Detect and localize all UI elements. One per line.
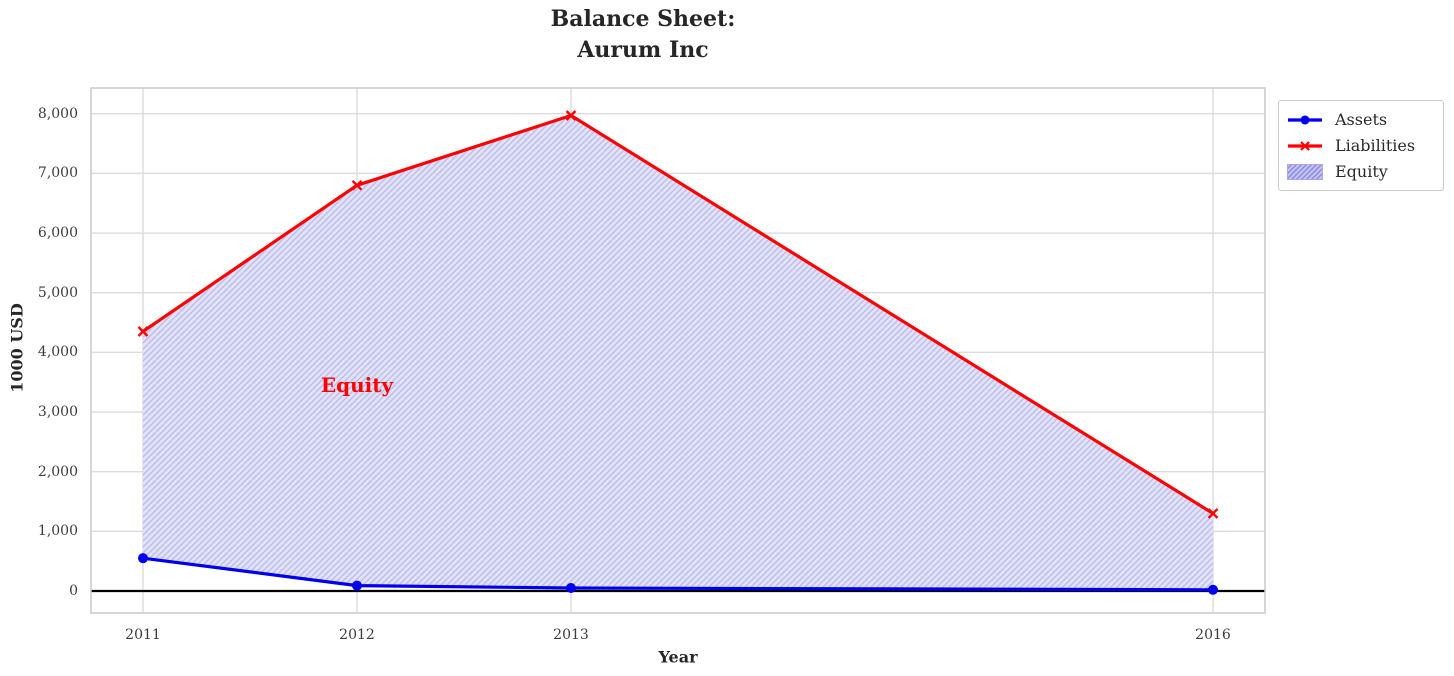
legend-item-assets: Assets [1287, 107, 1435, 133]
liabilities-line-icon [1287, 138, 1323, 154]
y-tick-label: 5,000 [37, 284, 78, 301]
assets-line-icon [1287, 112, 1323, 128]
legend-label-assets: Assets [1335, 110, 1388, 129]
y-tick-label: 0 [69, 583, 78, 599]
x-tick-label: 2012 [339, 627, 375, 643]
liabilities-line [142, 113, 1214, 515]
y-tick-label: 4,000 [37, 344, 78, 361]
legend-item-equity: Equity [1287, 159, 1435, 185]
chart-title: Balance Sheet: Aurum Inc [551, 4, 736, 66]
assets-circle-marker [138, 553, 148, 564]
legend-label-liabilities: Liabilities [1335, 136, 1416, 155]
y-tick-label: 6,000 [37, 225, 78, 242]
chart-title-line1: Balance Sheet: [550, 6, 736, 32]
assets-circle-marker [566, 583, 576, 594]
equity-annotation: Equity [320, 373, 394, 398]
equity-area [143, 115, 1213, 590]
liabilities-x-marker [1207, 508, 1219, 519]
legend: Assets Liabilities Equity [1278, 100, 1444, 191]
assets-circle-marker [1208, 584, 1218, 595]
y-tick-label: 2,000 [37, 463, 78, 480]
x-tick-label: 2013 [553, 627, 589, 643]
assets-line [142, 556, 1214, 592]
chart-title-line2: Aurum Inc [577, 37, 709, 63]
equity-patch-icon [1287, 164, 1323, 180]
liabilities-x-marker [565, 110, 577, 121]
legend-label-equity: Equity [1335, 162, 1388, 181]
y-tick-label: 1,000 [37, 523, 78, 540]
liabilities-x-marker [351, 179, 363, 191]
legend-item-liabilities: Liabilities [1287, 133, 1435, 159]
x-tick-label: 2016 [1195, 627, 1231, 643]
y-tick-label: 8,000 [37, 105, 78, 122]
assets-circle-marker [352, 580, 362, 591]
plot-frame [90, 87, 1266, 614]
x-tick-label: 2011 [125, 627, 161, 643]
y-tick-label: 7,000 [37, 165, 78, 182]
y-tick-label: 3,000 [37, 404, 78, 420]
x-axis-label: Year [658, 647, 698, 667]
liabilities-x-marker [137, 326, 149, 337]
